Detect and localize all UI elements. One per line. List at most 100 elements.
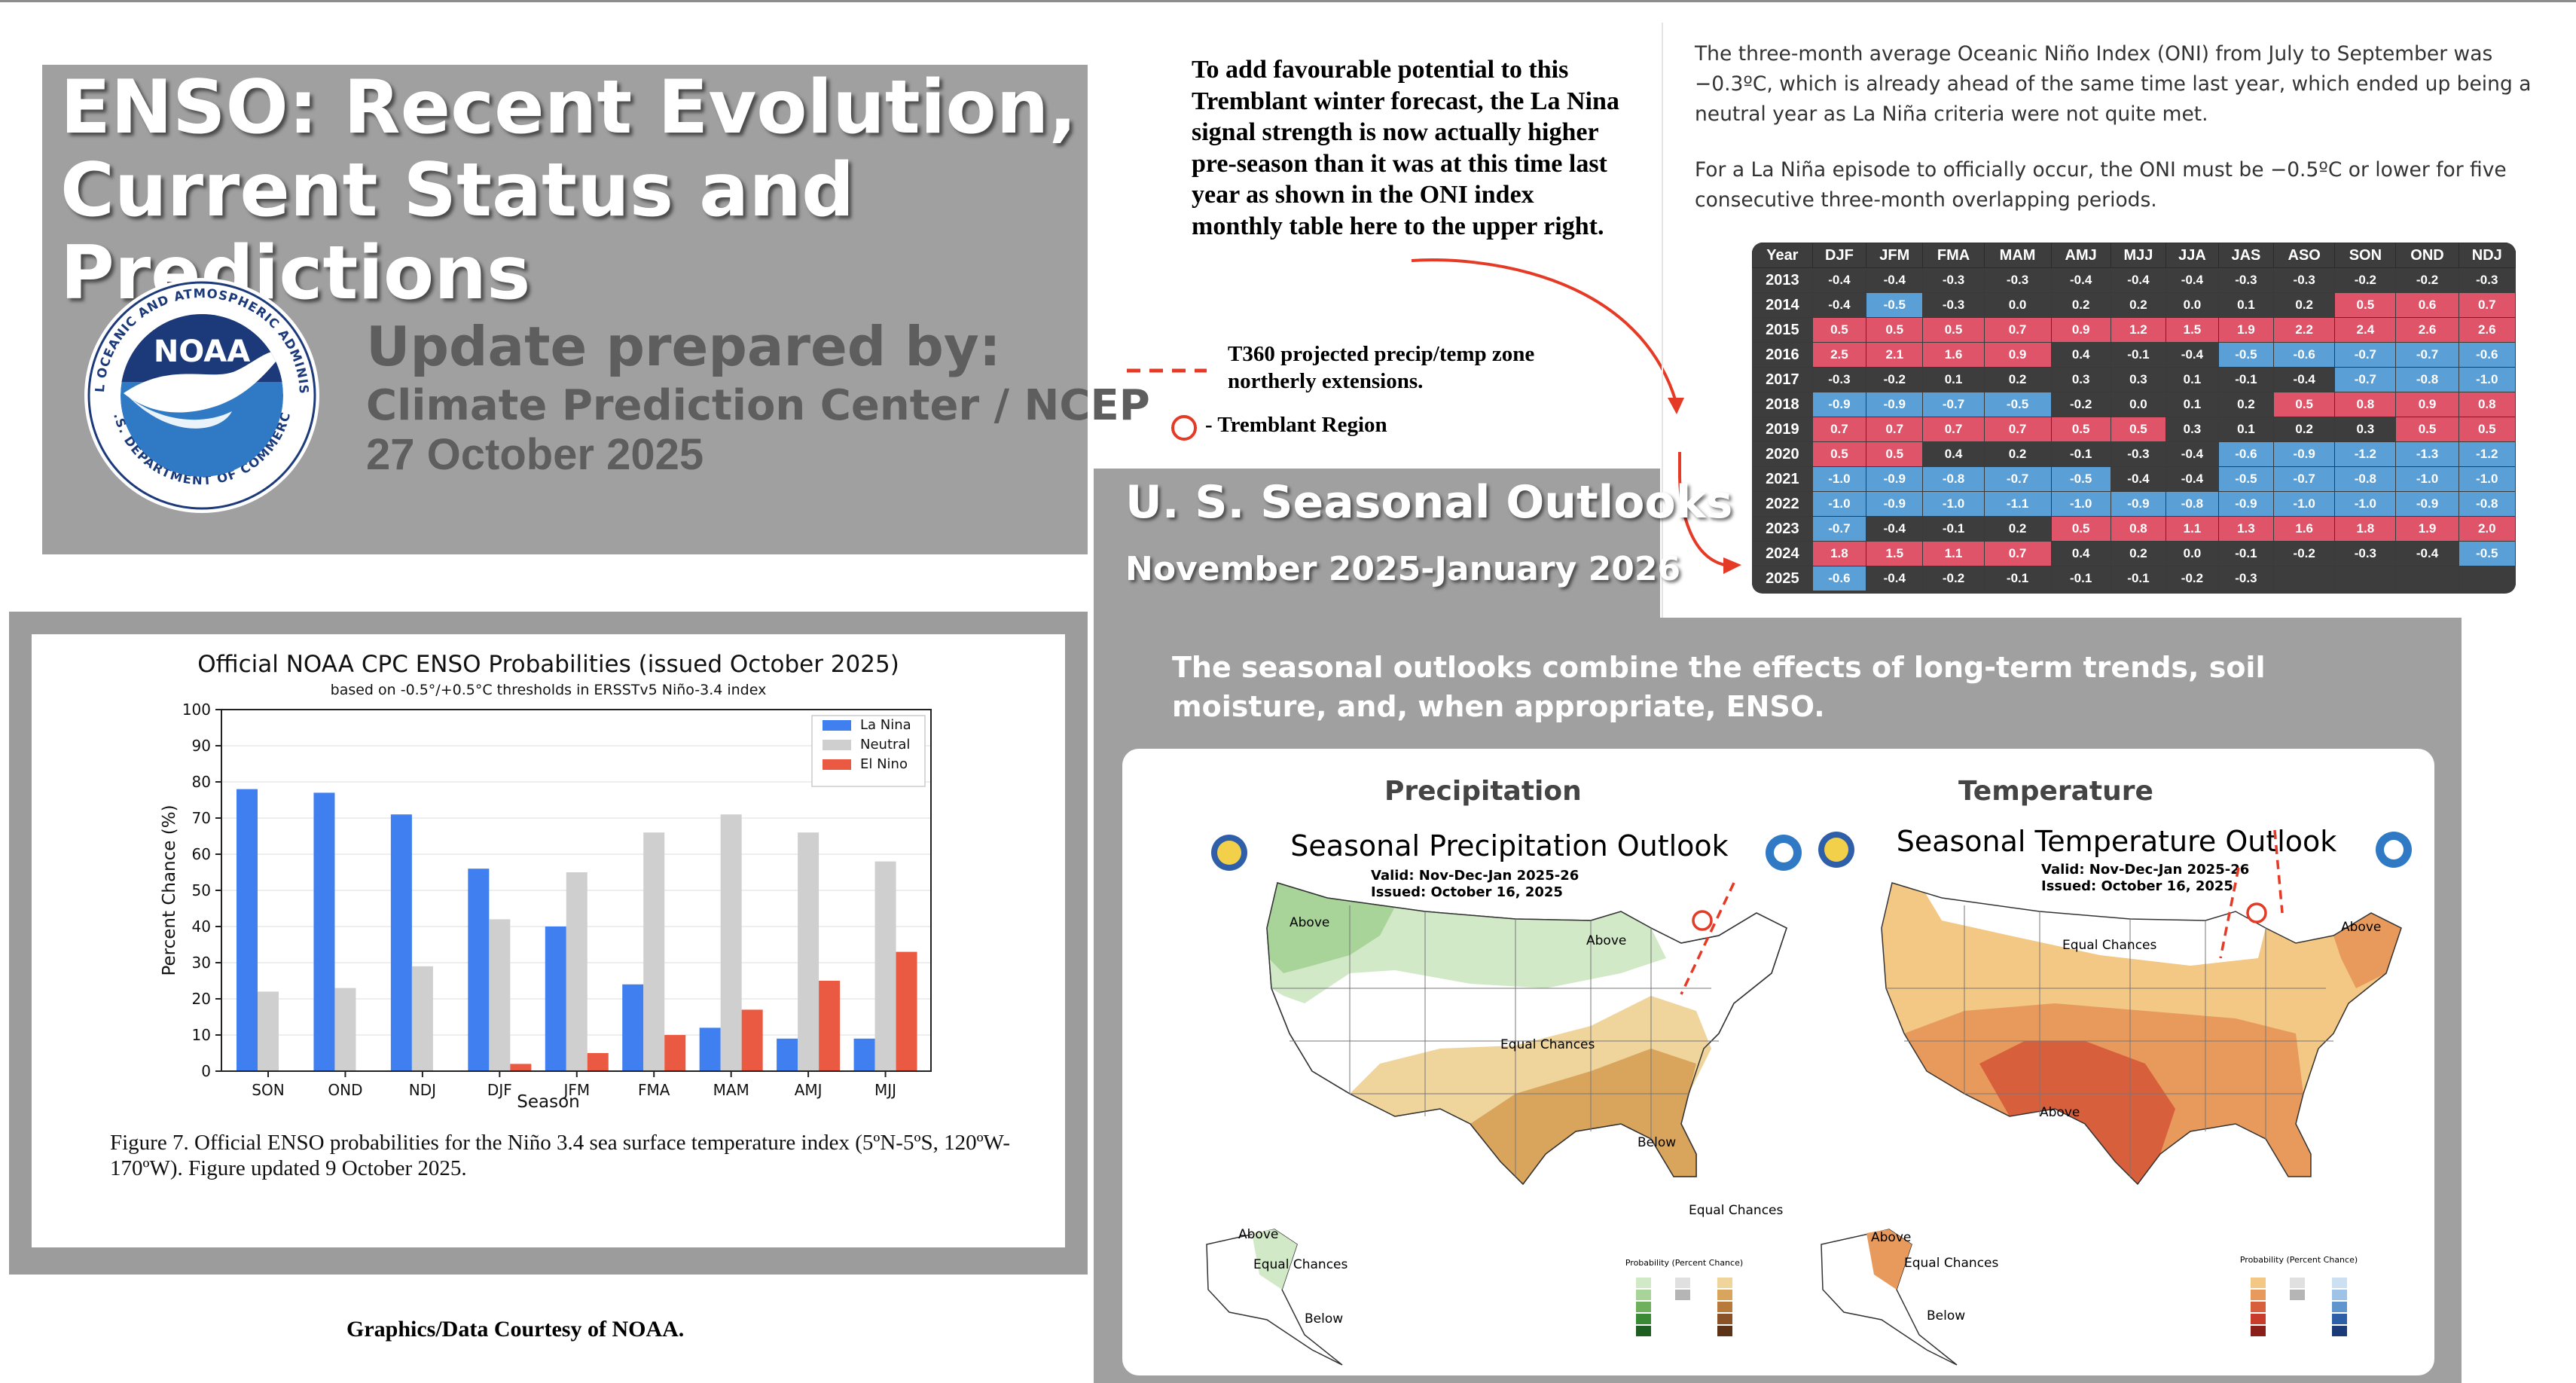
oni-value-cell: -0.6 [2458, 342, 2516, 368]
oni-table-body: 2013 -0.4 -0.4 -0.3 -0.3 -0.4 -0.4 -0.4 -0.3 -0.3… [1752, 267, 2516, 591]
oni-value-cell: -0.9 [2273, 441, 2336, 467]
temp-label-equal-chances-ak: Equal Chances [1904, 1256, 1998, 1271]
oni-header-son: SON [2334, 243, 2397, 268]
chart-x-tick-label: SON [252, 1081, 284, 1099]
oni-table-container: Year DJF JFM FMA MAM AMJ MJJ JJA JAS ASO SON OND NDJ… [1752, 243, 2516, 594]
oni-value-cell: 0.5 [1811, 441, 1867, 467]
oni-value-cell: 1.9 [2217, 317, 2275, 343]
legend-label-el-nino: El Nino [860, 756, 908, 772]
oni-year-cell: 2018 [1752, 392, 1813, 417]
oni-header-ond: OND [2395, 243, 2459, 268]
oni-value-cell: -0.4 [1866, 516, 1924, 542]
bar-la-nina-djf [468, 869, 490, 1071]
oni-value-cell: 0.9 [2050, 317, 2111, 343]
oni-value-cell [2273, 566, 2336, 591]
oni-value-cell: 0.5 [1866, 441, 1924, 467]
oni-value-cell: -0.1 [2217, 541, 2275, 566]
bar-neutral-mjj [874, 861, 896, 1071]
chart-y-tick-label: 70 [192, 809, 211, 827]
oni-value-cell: -1.2 [2458, 441, 2516, 467]
oni-value-cell: -1.0 [2458, 367, 2516, 392]
oni-value-cell: -1.2 [2334, 441, 2397, 467]
oni-row-2015: 2015 0.5 0.5 0.5 0.7 0.9 1.2 1.5 1.9 2.2 2.4 2.6 2.6 [1752, 317, 2516, 343]
oni-header-djf: DJF [1811, 243, 1867, 268]
oni-value-cell: 0.3 [2050, 367, 2111, 392]
bar-el-nino-djf [510, 1064, 532, 1071]
bar-el-nino-amj [819, 981, 841, 1071]
chart-x-tick-label: AMJ [795, 1081, 823, 1099]
oni-value-cell: 2.1 [1866, 342, 1924, 368]
oni-paragraph-2: For a La Niña episode to officially occu… [1695, 158, 2507, 212]
oni-value-cell: -0.3 [2217, 566, 2275, 591]
oni-value-cell: 2.4 [2334, 317, 2397, 343]
temp-legend-title: Probability (Percent Chance) [2240, 1255, 2358, 1265]
oni-value-cell: -0.4 [2165, 267, 2219, 293]
bar-el-nino-jfm [587, 1053, 609, 1071]
oni-header-mam: MAM [1983, 243, 2052, 268]
oni-value-cell: -0.8 [1922, 466, 1985, 492]
oni-value-cell: 0.7 [2458, 292, 2516, 318]
oni-value-cell: -0.1 [2217, 367, 2275, 392]
bar-la-nina-mjj [853, 1038, 875, 1071]
oni-value-cell: 0.2 [2217, 392, 2275, 417]
oni-year-cell: 2017 [1752, 367, 1813, 392]
oni-value-cell: 1.8 [1811, 541, 1867, 566]
oni-value-cell: 0.5 [2110, 417, 2167, 442]
oni-value-cell: -0.1 [1922, 516, 1985, 542]
temp-label-above-ak: Above [1871, 1230, 1911, 1245]
t360-extension-line-1 [2219, 867, 2240, 959]
oni-header-ndj: NDJ [2458, 243, 2516, 268]
oni-value-cell: -0.7 [1983, 466, 2052, 492]
oni-value-cell: 0.5 [1866, 317, 1924, 343]
oni-value-cell: 0.2 [2050, 292, 2111, 318]
temp-issued: Issued: October 16, 2025 [2041, 878, 2233, 894]
oni-value-cell: 0.8 [2334, 392, 2397, 417]
precip-label-above-ak: Above [1238, 1227, 1278, 1242]
chart-y-tick-label: 80 [192, 773, 211, 791]
oni-value-cell: 1.1 [1922, 541, 1985, 566]
oni-value-cell: 0.1 [2165, 392, 2219, 417]
temperature-outlook-map: Seasonal Temperature Outlook Valid: Nov-… [1814, 823, 2425, 1372]
oni-value-cell [2395, 566, 2459, 591]
chart-x-tick-label: MJJ [874, 1081, 896, 1099]
update-heading: Update prepared by: [366, 315, 1001, 378]
oni-value-cell: -1.0 [2395, 466, 2459, 492]
oni-row-2013: 2013 -0.4 -0.4 -0.3 -0.3 -0.4 -0.4 -0.4 -0.3 -0.3… [1752, 267, 2516, 293]
oni-value-cell: -0.8 [2458, 491, 2516, 517]
oni-value-cell: 0.5 [2395, 417, 2459, 442]
oni-value-cell: -0.6 [2217, 441, 2275, 467]
oni-value-cell: -0.9 [2110, 491, 2167, 517]
oni-value-cell: -0.7 [2273, 466, 2336, 492]
oni-value-cell: -1.0 [2273, 491, 2336, 517]
outlook-dates: November 2025-January 2026 [1125, 550, 1681, 588]
oni-value-cell: 0.2 [1983, 516, 2052, 542]
precip-label-equal-chances-ak: Equal Chances [1253, 1257, 1348, 1272]
arrow-to-table-2024 [1678, 452, 1726, 566]
oni-value-cell: 0.5 [1811, 317, 1867, 343]
oni-value-cell: -1.0 [1811, 491, 1867, 517]
bar-la-nina-ndj [390, 814, 412, 1071]
oni-value-cell: 0.5 [2050, 516, 2111, 542]
oni-value-cell: 0.7 [1811, 417, 1867, 442]
oni-value-cell: 0.7 [1922, 417, 1985, 442]
arrow-head-1 [1668, 398, 1684, 414]
outlook-title: U. S. Seasonal Outlooks [1125, 476, 1733, 529]
oni-value-cell: 0.7 [1983, 417, 2052, 442]
oni-value-cell: -0.3 [1922, 292, 1985, 318]
oni-value-cell: 2.6 [2458, 317, 2516, 343]
chart-title: Official NOAA CPC ENSO Probabilities (is… [197, 651, 899, 678]
precip-map-title: Seasonal Precipitation Outlook [1290, 829, 1728, 862]
bar-la-nina-son [237, 789, 258, 1071]
bar-la-nina-amj [777, 1038, 798, 1071]
legend-swatch-neutral [823, 740, 851, 750]
note-arrows [1127, 258, 1741, 574]
oni-value-cell: 0.5 [2273, 392, 2336, 417]
oni-value-cell: 2.2 [2273, 317, 2336, 343]
oni-row-2025: 2025 -0.6 -0.4 -0.2 -0.1 -0.1 -0.1 -0.2 -0.3 [1752, 566, 2516, 591]
tremblant-circle [1692, 910, 1713, 931]
oni-value-cell: 0.8 [2458, 392, 2516, 417]
oni-row-2022: 2022 -1.0 -0.9 -1.0 -1.1 -1.0 -0.9 -0.8 -0.9 -1.0… [1752, 491, 2516, 517]
oni-value-cell: 1.2 [2110, 317, 2167, 343]
oni-value-cell: -1.3 [2395, 441, 2459, 467]
oni-value-cell: -0.4 [2165, 342, 2219, 368]
